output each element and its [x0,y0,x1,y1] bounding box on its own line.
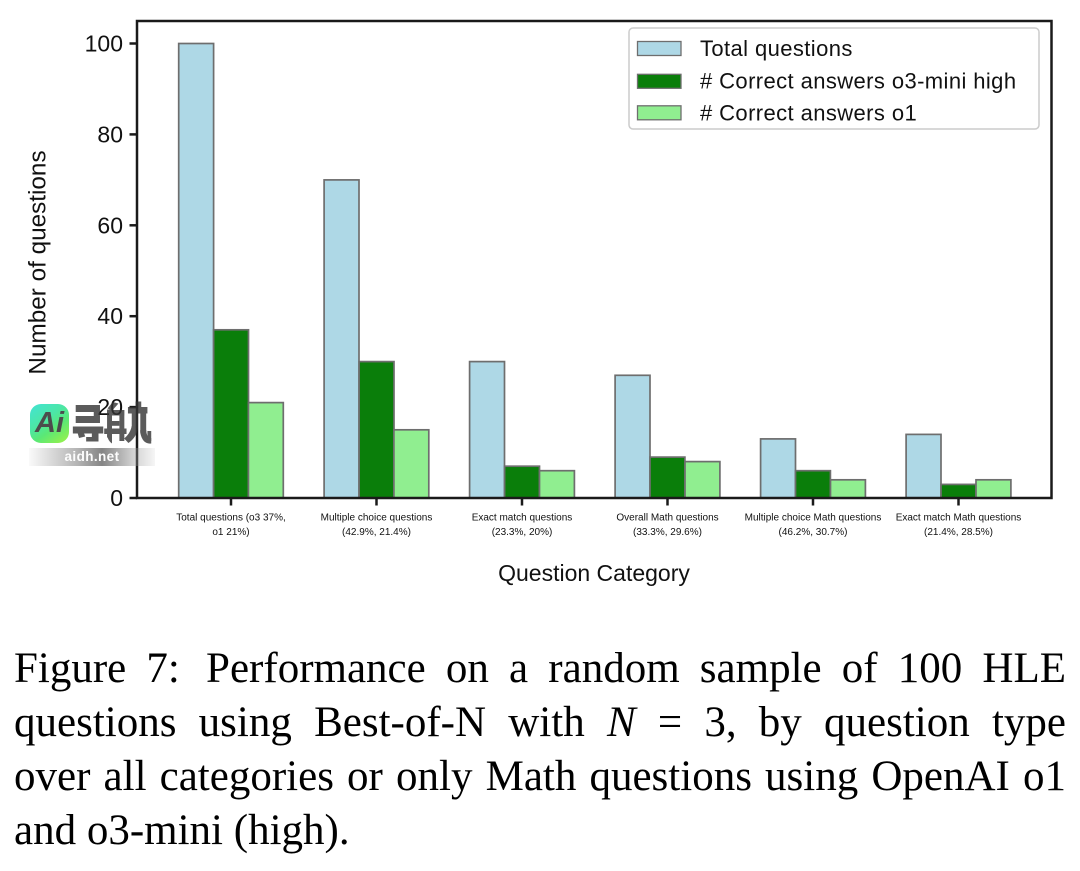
svg-text:o1 21%): o1 21%) [212,527,249,538]
svg-text:0: 0 [110,485,123,511]
svg-text:Total questions: Total questions [700,36,853,61]
svg-text:80: 80 [97,121,123,147]
svg-text:Total questions (o3 37%,: Total questions (o3 37%, [176,513,286,524]
svg-text:60: 60 [97,212,123,238]
svg-text:Overall Math questions: Overall Math questions [616,513,718,524]
svg-text:Multiple choice Math questions: Multiple choice Math questions [745,513,882,524]
svg-text:(21.4%, 28.5%): (21.4%, 28.5%) [924,527,993,538]
svg-text:Number of questions: Number of questions [25,150,52,374]
svg-text:Multiple choice questions: Multiple choice questions [321,513,433,524]
svg-text:Exact match Math questions: Exact match Math questions [896,513,1022,524]
svg-text:# Correct answers o1: # Correct answers o1 [700,101,917,126]
svg-text:Exact match questions: Exact match questions [472,513,573,524]
svg-text:(42.9%, 21.4%): (42.9%, 21.4%) [342,527,411,538]
svg-text:Question Category: Question Category [498,560,690,586]
svg-text:(46.2%, 30.7%): (46.2%, 30.7%) [779,527,848,538]
svg-text:100: 100 [85,31,123,57]
svg-text:(23.3%, 20%): (23.3%, 20%) [492,527,553,538]
svg-text:40: 40 [97,303,123,329]
svg-text:# Correct answers o3-mini high: # Correct answers o3-mini high [700,69,1016,94]
svg-text:(33.3%, 29.6%): (33.3%, 29.6%) [633,527,702,538]
